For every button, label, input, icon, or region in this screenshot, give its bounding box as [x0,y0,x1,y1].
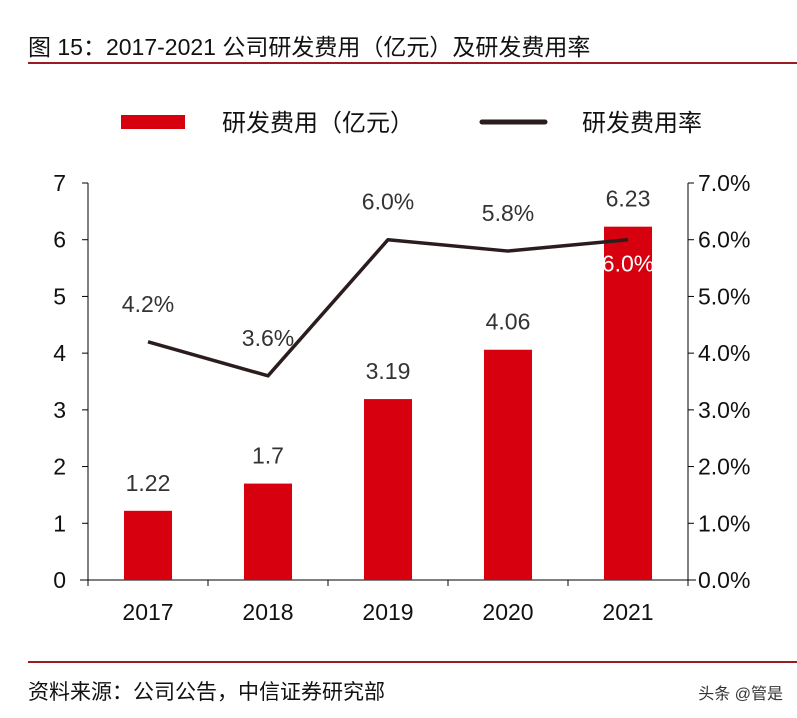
bar-data-label: 6.23 [606,186,651,212]
bar-data-label: 3.19 [366,358,411,384]
legend-line-label: 研发费用率 [582,110,702,137]
line-data-label: 5.8% [482,200,534,226]
x-tick-label: 2017 [122,599,173,625]
bar [364,399,412,580]
y-left-tick-label: 2 [53,454,66,480]
bar [244,483,292,580]
chart: 研发费用（亿元） 研发费用率 0 1 2 3 4 5 6 7 0.0% 1.0% 2.0% 3.0% 4.0… [53,110,750,625]
line-data-label: 6.0% [602,251,654,277]
x-tick-label: 2018 [242,599,293,625]
y-left-tick-label: 5 [53,283,66,309]
y-left-tick-label: 1 [53,510,66,536]
bar-data-label: 1.22 [126,470,171,496]
x-tick-label: 2020 [482,599,533,625]
y-left-tick-label: 6 [53,227,66,253]
bar-data-label: 1.7 [252,443,284,469]
y-right-tick-label: 0.0% [698,567,750,593]
legend-bar-label: 研发费用（亿元） [222,110,414,137]
bar [604,226,652,581]
y-left-tick-label: 0 [53,567,66,593]
y-right-tick-label: 1.0% [698,510,750,536]
y-right-tick-label: 5.0% [698,283,750,309]
figure-title: 图 15：2017-2021 公司研发费用（亿元）及研发费用率 [28,34,591,60]
footer-rule [28,661,797,663]
y-right-tick-label: 6.0% [698,227,750,253]
watermark: 头条 @管是 [698,686,783,703]
y-left-tick-label: 7 [53,170,66,196]
rate-line [147,237,629,378]
line-data-label: 3.6% [242,325,294,351]
line-data-label: 4.2% [122,291,174,317]
y-left-tick-label: 4 [53,340,66,366]
bar [124,510,172,580]
bar-data-label: 4.06 [486,309,531,335]
x-tick-label: 2019 [362,599,413,625]
y-right-tick-label: 3.0% [698,397,750,423]
legend-bar-swatch [121,115,185,129]
y-left-tick-label: 3 [53,397,66,423]
y-right-tick-label: 2.0% [698,454,750,480]
title-rule [28,62,797,64]
y-right-tick-label: 4.0% [698,340,750,366]
source-note: 资料来源：公司公告，中信证券研究部 [28,681,385,704]
bar [484,349,532,580]
x-tick-label: 2021 [602,599,653,625]
line-data-label: 6.0% [362,189,414,215]
y-right-tick-label: 7.0% [698,170,750,196]
